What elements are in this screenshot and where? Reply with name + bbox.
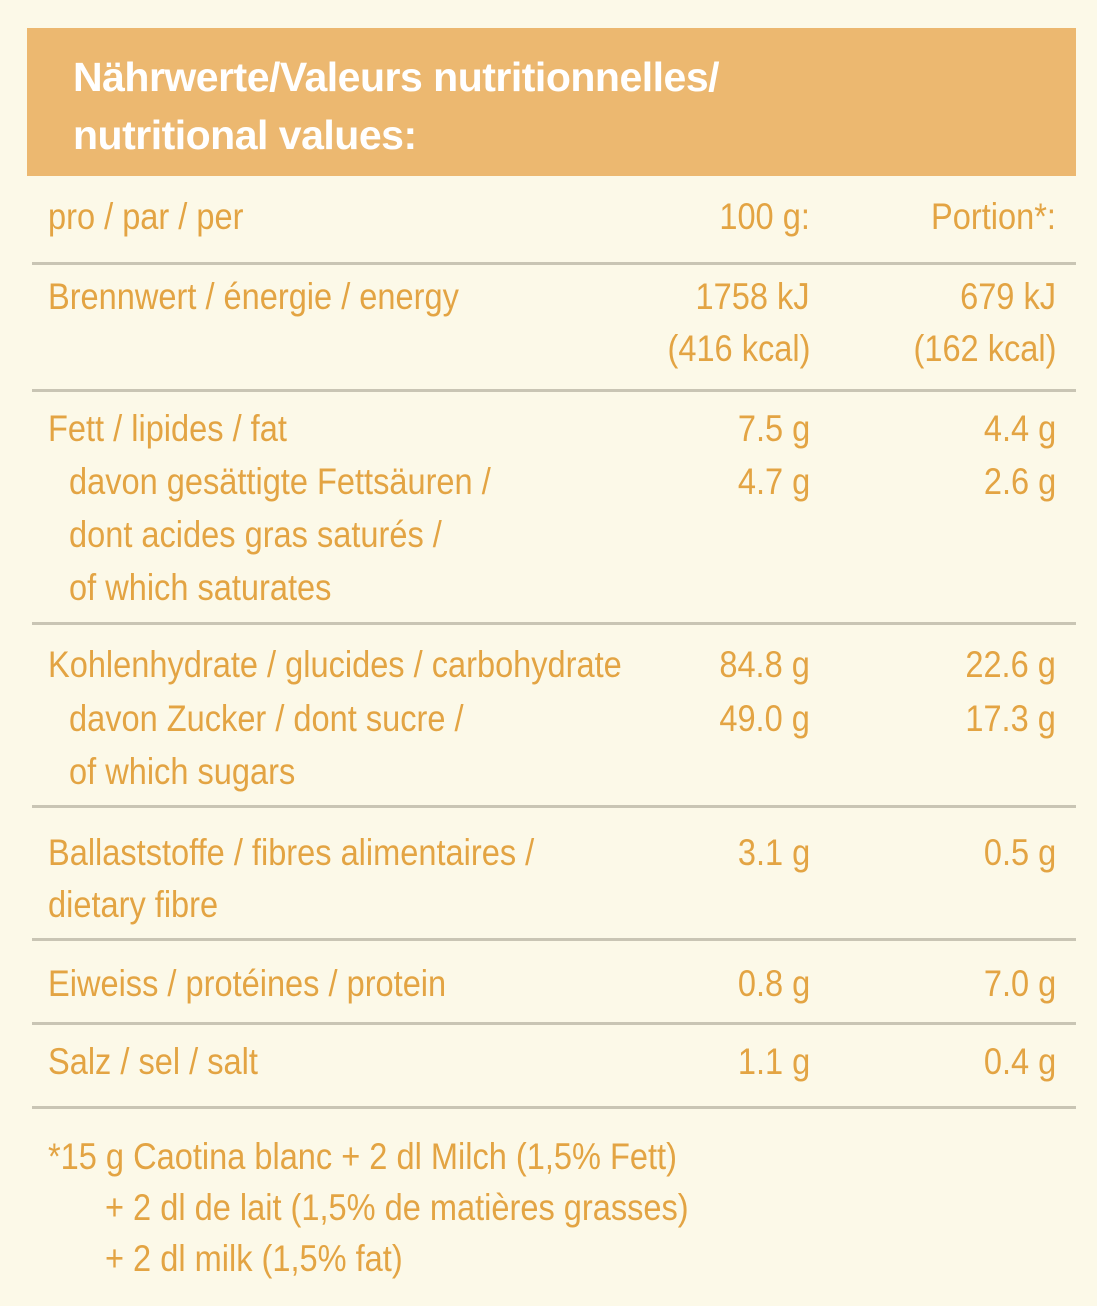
carbohydrate-100g: 84.8 g <box>719 644 810 685</box>
divider <box>32 262 1076 265</box>
energy-kcal-portion: (162 kcal) <box>913 328 1056 369</box>
protein-100g: 0.8 g <box>737 963 810 1004</box>
column-label-per: pro / par / per <box>48 196 244 237</box>
saturates-label-3: of which saturates <box>69 567 332 608</box>
table-header: Nährwerte/Valeurs nutritionnelles/ nutri… <box>27 28 1076 176</box>
protein-label: Eiweiss / protéines / protein <box>48 963 447 1004</box>
carbohydrate-label: Kohlenhydrate / glucides / carbohydrate <box>48 644 622 685</box>
sugars-label-2: of which sugars <box>69 751 296 792</box>
fibre-label-1: Ballaststoffe / fibres alimentaires / <box>48 832 535 873</box>
fibre-100g: 3.1 g <box>737 832 810 873</box>
fibre-portion: 0.5 g <box>983 832 1056 873</box>
fat-100g: 7.5 g <box>737 408 810 449</box>
footnote-line-1: *15 g Caotina blanc + 2 dl Milch (1,5% F… <box>48 1136 677 1177</box>
energy-kcal-100g: (416 kcal) <box>667 328 810 369</box>
divider <box>32 805 1076 808</box>
energy-kj-portion: 679 kJ <box>960 276 1056 317</box>
sugars-label-1: davon Zucker / dont sucre / <box>69 698 464 739</box>
fat-portion: 4.4 g <box>983 408 1056 449</box>
fibre-label-2: dietary fibre <box>48 884 219 925</box>
divider <box>32 622 1076 625</box>
saturates-label-1: davon gesättigte Fettsäuren / <box>69 461 491 502</box>
column-label-portion: Portion*: <box>931 196 1056 237</box>
protein-portion: 7.0 g <box>983 963 1056 1004</box>
divider <box>32 1022 1076 1025</box>
divider <box>32 1106 1076 1109</box>
sugars-100g: 49.0 g <box>719 698 810 739</box>
salt-portion: 0.4 g <box>983 1041 1056 1082</box>
footnote-line-3: + 2 dl milk (1,5% fat) <box>105 1238 403 1279</box>
saturates-portion: 2.6 g <box>983 461 1056 502</box>
salt-label: Salz / sel / salt <box>48 1041 258 1082</box>
fat-label: Fett / lipides / fat <box>48 408 287 449</box>
divider <box>32 389 1076 392</box>
sugars-portion: 17.3 g <box>965 698 1056 739</box>
carbohydrate-portion: 22.6 g <box>965 644 1056 685</box>
energy-label: Brennwert / énergie / energy <box>48 276 459 317</box>
column-label-100g: 100 g: <box>719 196 810 237</box>
divider <box>32 938 1076 941</box>
saturates-100g: 4.7 g <box>737 461 810 502</box>
table-title-line-2: nutritional values: <box>73 112 417 158</box>
energy-kj-100g: 1758 kJ <box>695 276 810 317</box>
footnote-line-2: + 2 dl de lait (1,5% de matières grasses… <box>105 1187 689 1228</box>
saturates-label-2: dont acides gras saturés / <box>69 514 442 555</box>
salt-100g: 1.1 g <box>737 1041 810 1082</box>
table-title-line-1: Nährwerte/Valeurs nutritionnelles/ <box>73 54 720 100</box>
